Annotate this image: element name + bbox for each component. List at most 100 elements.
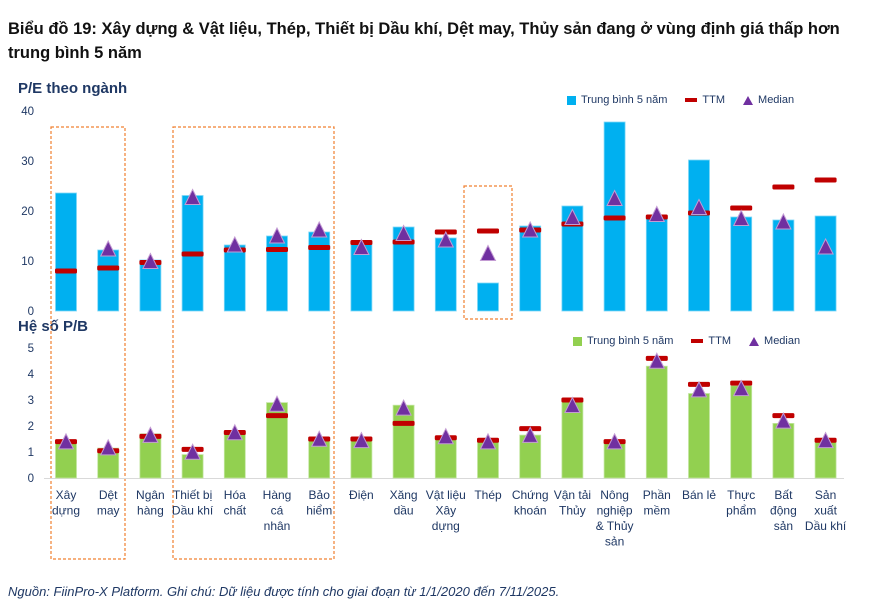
x-category-label: phẩm (726, 504, 756, 518)
legend-label-median: Median (758, 94, 795, 106)
pe-bar (477, 282, 499, 312)
pe-y-tick-label: 10 (21, 256, 34, 268)
pb-y-tick-label: 3 (28, 395, 34, 407)
pe-legend-avg: Trung bình 5 năm (567, 94, 667, 106)
x-category-label: Bất (774, 488, 793, 502)
x-category-label: Hàng (263, 488, 292, 502)
pe-y-tick-label: 0 (28, 306, 34, 318)
pe-bar (434, 237, 457, 312)
pb-median-marker (99, 438, 117, 456)
legend-label-ttm: TTM (708, 335, 732, 347)
pb-legend-avg: Trung bình 5 năm (573, 335, 673, 347)
x-category-label: chất (223, 504, 246, 518)
pb-median-marker (184, 443, 201, 460)
pb-panel-title: Hệ số P/B (18, 318, 89, 335)
pe-median-marker (268, 226, 286, 244)
x-category-label: hàng (137, 504, 164, 518)
x-category-label: nhân (264, 519, 291, 533)
pb-bar (392, 404, 415, 479)
x-category-label: khoán (514, 504, 547, 518)
x-category-label: sản (605, 535, 624, 549)
source-note: Nguồn: FiinPro-X Platform. Ghi chú: Dữ l… (8, 584, 560, 599)
x-category-label: Phần (643, 488, 671, 502)
pb-median-marker (648, 352, 666, 369)
pb-bar (772, 422, 795, 479)
legend-swatch-dash-icon (685, 98, 698, 102)
x-category-label: Xăng (390, 488, 418, 502)
pe-median-marker (184, 188, 201, 205)
pe-median-marker (564, 208, 581, 225)
pe-ttm-marker (55, 268, 77, 274)
x-category-label: Bảo (309, 488, 331, 502)
x-category-label: Thiết bị (173, 488, 212, 502)
pb-median-marker (57, 432, 75, 450)
pb-ttm-marker (392, 420, 415, 426)
x-category-label: dầu (394, 504, 414, 518)
x-category-label: Bán lẻ (682, 488, 716, 502)
pb-y-tick-label: 0 (28, 473, 34, 485)
x-category-label: hiểm (306, 504, 332, 518)
pe-bar (561, 205, 584, 312)
pe-ttm-marker (477, 228, 499, 234)
pe-median-marker (775, 212, 792, 230)
pb-y-tick-label: 1 (28, 447, 34, 459)
x-category-label: Thép (474, 488, 502, 502)
pb-median-marker (606, 432, 623, 450)
pe-median-marker (606, 189, 623, 206)
pb-y-tick-label: 2 (28, 421, 34, 433)
legend-label-avg: Trung bình 5 năm (581, 94, 668, 106)
x-category-label: Hóa (224, 488, 246, 502)
pe-median-marker (353, 238, 370, 255)
pe-median-marker (437, 230, 455, 248)
x-category-label: & Thủy (596, 519, 634, 533)
x-category-label: Ngân (136, 488, 165, 502)
pe-ttm-marker (772, 184, 795, 190)
pb-legend: Trung bình 5 năm TTM Median (573, 335, 814, 347)
pb-bar (645, 365, 668, 479)
pe-panel-title: P/E theo ngành (18, 80, 128, 97)
pe-median-marker (479, 244, 497, 261)
x-category-label: cá (271, 504, 284, 518)
pe-bar (772, 219, 795, 312)
pb-y-tick-label: 4 (28, 369, 35, 381)
highlight-box (172, 126, 335, 560)
x-category-label: Dầu khí (805, 519, 847, 533)
pe-legend-ttm: TTM (685, 94, 725, 106)
pe-ttm-marker (266, 247, 288, 252)
highlight-box (50, 126, 126, 560)
pb-median-marker (268, 395, 286, 412)
pe-ttm-marker (730, 205, 753, 211)
pe-median-marker (310, 220, 328, 238)
x-category-label: may (97, 504, 120, 518)
legend-swatch-square-icon (573, 336, 582, 346)
x-category-label: Thực (727, 488, 755, 502)
pb-median-marker (142, 426, 159, 443)
x-category-label: Vận tải (554, 488, 591, 502)
x-category-label: Thủy (559, 504, 586, 518)
pb-median-marker (479, 432, 497, 450)
legend-swatch-square-icon (567, 95, 576, 105)
x-category-label: Sản (815, 488, 836, 502)
chart-title: Biểu đồ 19: Xây dựng & Vật liệu, Thép, T… (8, 20, 840, 62)
pe-y-tick-label: 20 (21, 206, 34, 218)
pb-median-marker (775, 411, 792, 429)
pe-y-tick-label: 30 (21, 156, 34, 168)
pb-median-marker (353, 431, 370, 449)
pe-bar (645, 215, 668, 312)
pb-median-marker (395, 398, 412, 416)
pe-ttm-marker (97, 265, 120, 271)
pb-median-marker (226, 423, 244, 441)
pb-bar (223, 433, 246, 479)
pb-median-marker (310, 430, 328, 447)
pe-ttm-marker (814, 177, 837, 183)
pe-median-marker (226, 235, 244, 253)
pe-median-marker (395, 224, 412, 241)
legend-swatch-triangle-icon (749, 336, 760, 346)
x-category-label: Nông (600, 488, 629, 502)
pe-median-marker (648, 205, 666, 222)
pb-median-marker (564, 396, 581, 413)
legend-swatch-dash-icon (691, 339, 704, 343)
pe-legend-median: Median (743, 94, 794, 106)
x-category-label: mềm (643, 504, 670, 518)
